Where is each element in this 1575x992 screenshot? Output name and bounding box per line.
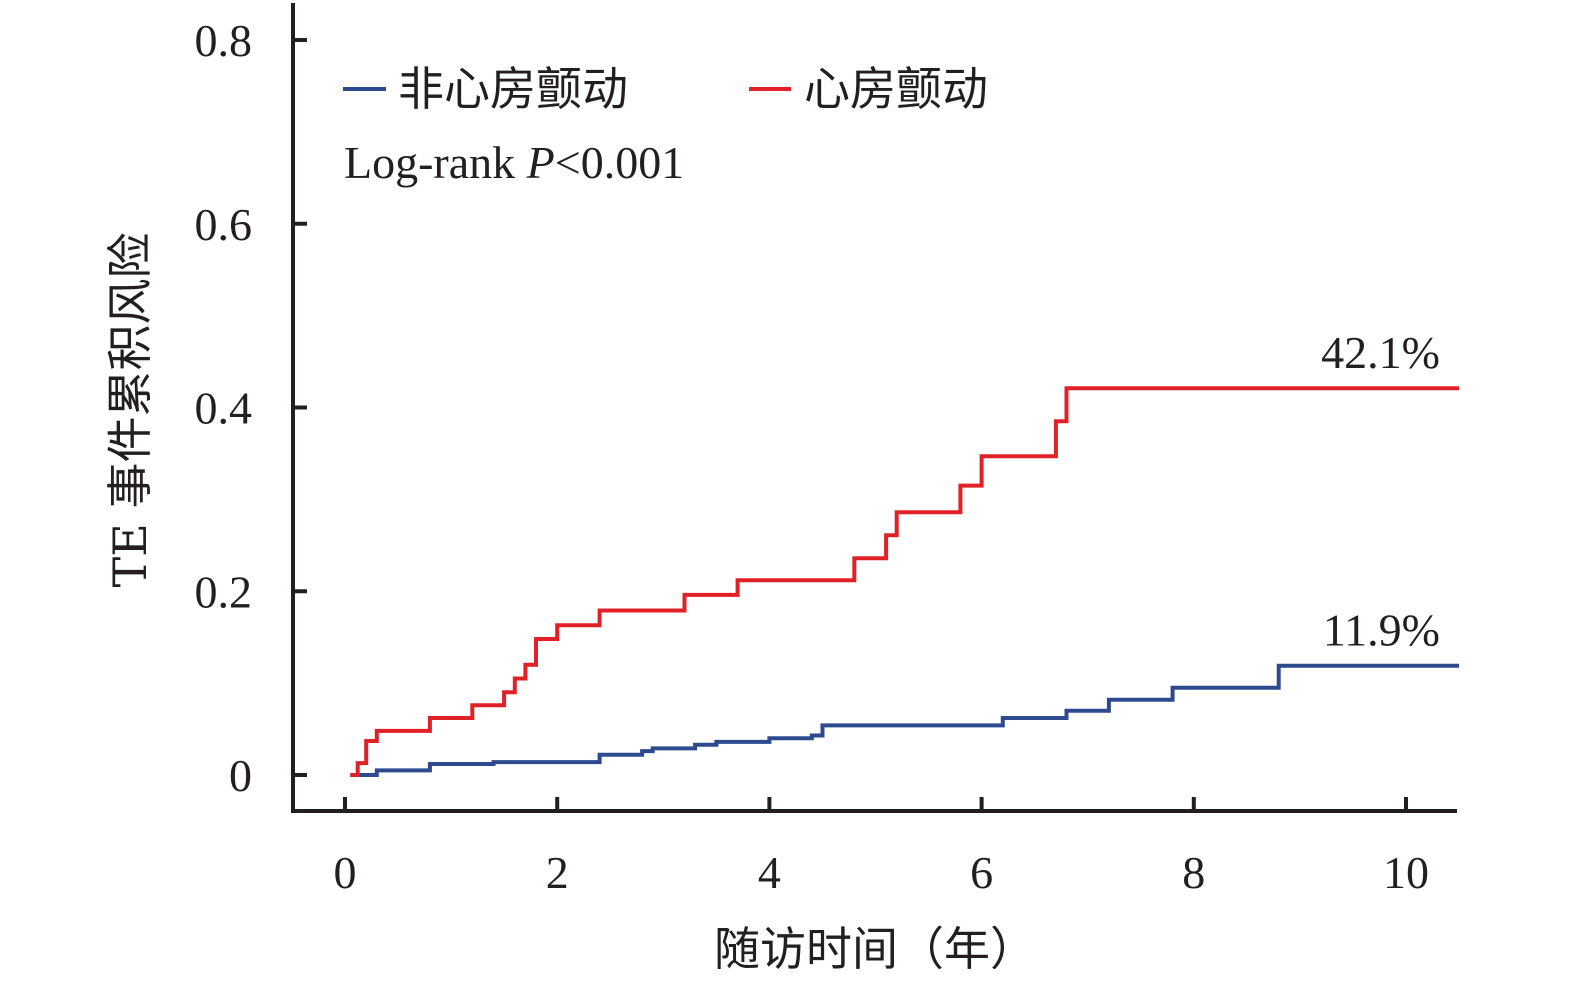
end-label-non-af: 11.9% [1323, 605, 1440, 656]
x-tick-label-1: 2 [546, 847, 569, 898]
x-tick-label-0: 0 [334, 847, 357, 898]
end-label-af: 42.1% [1321, 327, 1440, 378]
logrank-annotation: Log-rank P<0.001 [344, 137, 684, 188]
series-line-af [350, 386, 1459, 777]
logrank-value: <0.001 [555, 137, 684, 188]
x-tick-label-3: 6 [970, 847, 993, 898]
y-tick-label-4: 0.8 [195, 15, 253, 66]
logrank-prefix: Log-rank [344, 137, 527, 188]
x-tick-label-2: 4 [758, 847, 781, 898]
logrank-p: P [526, 137, 555, 188]
x-tick-label-5: 10 [1383, 847, 1429, 898]
y-tick-label-3: 0.6 [195, 199, 253, 250]
y-axis-title: TE 事件累积风险 [103, 233, 157, 588]
series-layer [350, 386, 1459, 777]
series-line-non-af [350, 663, 1459, 777]
x-axis-title: 随访时间（年） [714, 922, 1036, 976]
y-tick-label-1: 0.2 [195, 566, 253, 617]
axes-layer: 0 0.2 0.4 0.6 0.8 0 2 4 6 8 10 [195, 3, 1457, 898]
labels-layer: TE 事件累积风险 随访时间（年） Log-rank P<0.001 11.9%… [103, 137, 1440, 976]
legend-label-non-af: 非心房颤动 [398, 62, 628, 116]
legend: 非心房颤动 心房颤动 [343, 62, 988, 116]
x-tick-label-4: 8 [1182, 847, 1205, 898]
y-tick-label-2: 0.4 [195, 383, 253, 434]
legend-label-af: 心房颤动 [804, 62, 988, 116]
y-tick-label-0: 0 [229, 750, 252, 801]
